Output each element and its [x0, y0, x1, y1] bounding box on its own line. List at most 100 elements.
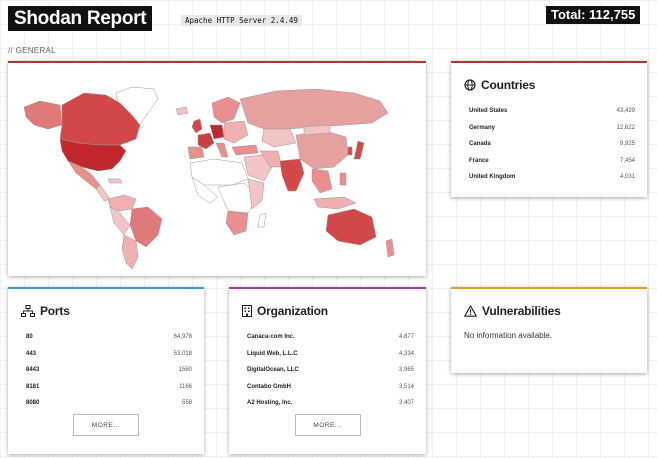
countries-card: Countries United States 43,429 Germany 12,…: [451, 61, 647, 197]
organization-list: Canaca-com Inc. 4,877 Liquid Web, L.L.C 4,…: [229, 319, 426, 416]
list-item: 8181 1166: [26, 383, 192, 400]
map-south-africa: [225, 210, 249, 236]
list-item: 8080 558: [26, 399, 192, 416]
country-name: Canada: [469, 141, 491, 147]
country-name: United States: [469, 108, 508, 114]
map-india: [279, 158, 305, 192]
list-item: United Kingdom 4,031: [469, 173, 635, 190]
list-item: DigitalOcean, LLC 3,965: [247, 366, 414, 383]
vulnerabilities-message: No information available.: [464, 331, 553, 340]
port-number: 8443: [26, 367, 40, 373]
map-alaska: [23, 100, 63, 130]
country-count: 9,925: [619, 141, 635, 147]
country-count: 12,622: [616, 124, 635, 131]
org-name: Contabo GmbH: [247, 383, 291, 390]
list-item: 80 64,978: [26, 333, 192, 350]
globe-icon: [464, 79, 476, 91]
network-icon: [21, 305, 35, 317]
map-kazakhstan: [261, 128, 297, 148]
ports-card: Ports 80 64,978 443 53,018 8443 1560 8181 11…: [8, 287, 204, 454]
port-count: 64,978: [173, 334, 192, 340]
map-russia: [239, 88, 389, 130]
organization-header: Organization: [229, 289, 426, 319]
world-map: [23, 86, 395, 270]
map-indonesia: [313, 196, 357, 210]
port-count: 1560: [178, 367, 192, 373]
list-item: Contabo GmbH 3,514: [247, 383, 414, 400]
total-count: Total: 112,755: [546, 6, 641, 24]
map-new-zealand: [385, 238, 395, 258]
map-caribbean: [107, 178, 123, 184]
map-eastern-europe: [223, 120, 249, 144]
org-count: 3,407: [398, 400, 414, 406]
country-name: United Kingdom: [469, 174, 516, 180]
list-item: 443 53,018: [26, 350, 192, 367]
search-query: Apache HTTP Server 2.4.49: [181, 15, 302, 26]
ports-more-button[interactable]: MORE...: [73, 414, 139, 436]
map-scandinavia: [211, 96, 241, 124]
org-name: DigitalOcean, LLC: [247, 367, 299, 373]
building-icon: [242, 305, 252, 317]
port-number: 8181: [26, 383, 40, 390]
map-france: [197, 132, 215, 150]
list-item: Germany 12,622: [469, 124, 635, 141]
map-middle-east: [243, 154, 273, 182]
org-count: 3,965: [398, 367, 414, 373]
list-item: Liquid Web, L.L.C 4,334: [247, 350, 414, 367]
country-name: Germany: [469, 124, 496, 131]
map-east-africa: [247, 178, 265, 210]
map-uk: [191, 118, 203, 134]
list-item: France 7,454: [469, 157, 635, 174]
list-item: Canada 9,925: [469, 140, 635, 157]
map-germany: [209, 124, 225, 140]
report-title: Shodan Report: [8, 6, 153, 31]
vulnerabilities-card: Vulnerabilities No information available…: [451, 287, 647, 373]
world-map-card: [8, 61, 426, 276]
map-china: [295, 130, 349, 170]
org-name: A2 Hosting, Inc.: [247, 400, 293, 406]
countries-list: United States 43,429 Germany 12,622 Canada…: [451, 93, 647, 190]
list-item: 8443 1560: [26, 366, 192, 383]
map-southeast-asia: [311, 168, 333, 194]
map-argentina: [121, 234, 139, 270]
ports-header: Ports: [8, 289, 204, 319]
map-australia: [325, 208, 377, 246]
port-count: 1166: [179, 383, 192, 390]
list-item: United States 43,429: [469, 107, 635, 124]
map-korea: [347, 146, 353, 156]
org-name: Liquid Web, L.L.C: [247, 350, 298, 357]
map-central-america: [95, 184, 111, 202]
country-name: France: [469, 157, 489, 164]
countries-title: Countries: [481, 78, 536, 92]
ports-list: 80 64,978 443 53,018 8443 1560 8181 1166 808…: [8, 319, 204, 416]
map-mongolia: [303, 124, 331, 136]
country-count: 43,429: [616, 108, 635, 114]
org-count: 3,514: [398, 383, 414, 390]
country-count: 4,031: [619, 174, 635, 180]
map-iberia: [187, 146, 205, 160]
ports-title: Ports: [40, 304, 70, 318]
map-italy: [215, 142, 229, 158]
org-name: Canaca-com Inc.: [247, 334, 295, 340]
port-count: 558: [181, 400, 192, 406]
section-label-general: // GENERAL: [8, 46, 56, 55]
map-north-africa: [189, 158, 249, 186]
organization-title: Organization: [257, 304, 328, 318]
countries-header: Countries: [451, 63, 647, 93]
org-count: 4,334: [398, 350, 414, 357]
organization-card: Organization Canaca-com Inc. 4,877 Liquid…: [229, 287, 426, 454]
map-philippines: [339, 172, 347, 186]
org-count: 4,877: [398, 334, 414, 340]
vulnerabilities-title: Vulnerabilities: [482, 304, 561, 318]
port-number: 80: [26, 334, 33, 340]
port-count: 53,018: [173, 350, 192, 357]
map-brazil: [129, 206, 163, 248]
map-usa: [59, 138, 127, 172]
map-west-africa: [191, 176, 219, 204]
list-item: A2 Hosting, Inc. 3,407: [247, 399, 414, 416]
port-number: 8080: [26, 400, 40, 406]
organization-more-button[interactable]: MORE...: [294, 414, 361, 436]
warning-icon: [464, 305, 477, 317]
port-number: 443: [26, 350, 37, 357]
country-count: 7,454: [619, 157, 635, 164]
